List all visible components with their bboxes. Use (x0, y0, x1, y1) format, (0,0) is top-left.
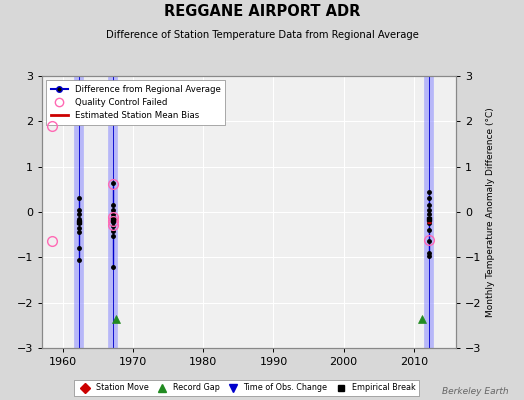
Text: Difference of Station Temperature Data from Regional Average: Difference of Station Temperature Data f… (105, 30, 419, 40)
Text: Berkeley Earth: Berkeley Earth (442, 387, 508, 396)
Y-axis label: Monthly Temperature Anomaly Difference (°C): Monthly Temperature Anomaly Difference (… (486, 107, 495, 317)
Legend: Station Move, Record Gap, Time of Obs. Change, Empirical Break: Station Move, Record Gap, Time of Obs. C… (74, 380, 419, 396)
Text: REGGANE AIRPORT ADR: REGGANE AIRPORT ADR (164, 4, 360, 19)
Legend: Difference from Regional Average, Quality Control Failed, Estimated Station Mean: Difference from Regional Average, Qualit… (46, 80, 225, 124)
